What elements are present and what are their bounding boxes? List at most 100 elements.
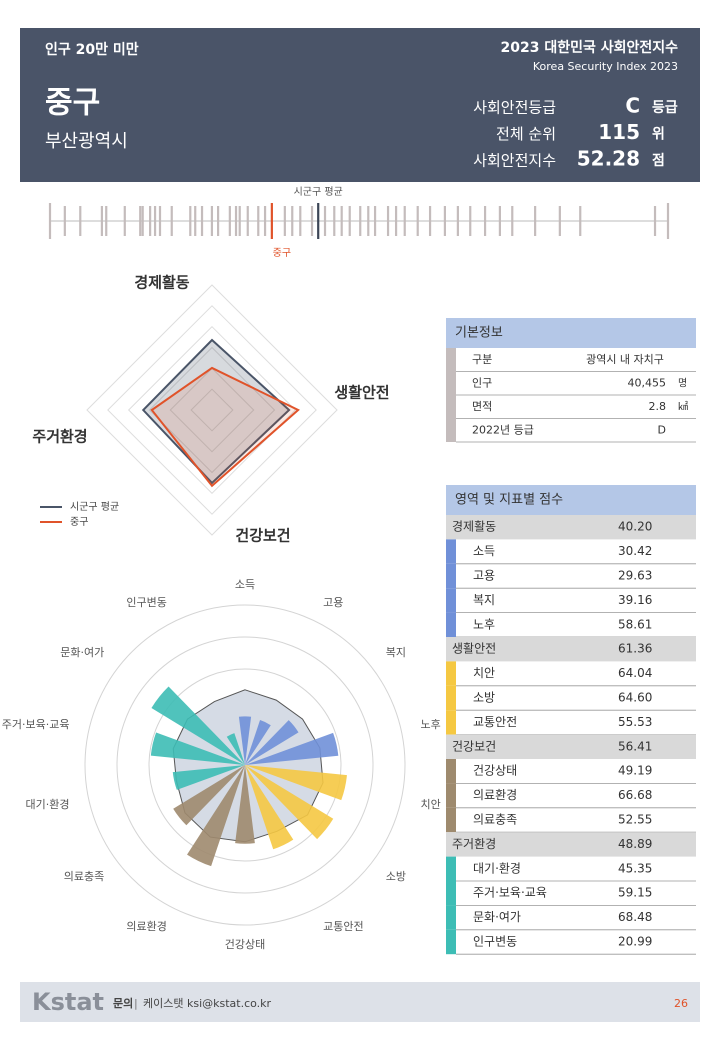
table-title: 기본정보 (455, 326, 503, 341)
city-name: 부산광역시 (45, 131, 128, 152)
footer-band (20, 982, 700, 1022)
stat-value: 52.28 (577, 147, 640, 171)
domain-name: 주거환경 (452, 837, 496, 851)
item-color-bar (446, 539, 456, 564)
polar-bar (245, 720, 299, 765)
legend-label: 중구 (70, 516, 88, 528)
stat-label: 사회안전등급 (473, 99, 556, 117)
info-unit: ㎢ (678, 401, 688, 413)
polar-bar (226, 733, 245, 765)
radar-ring (107, 305, 317, 515)
contact-label: 문의 (113, 996, 133, 1010)
info-cell: 2022년 등급 (472, 424, 534, 437)
radar-axis-label: 주거환경 (32, 428, 87, 446)
polar-bar (245, 765, 347, 801)
domain-score: 48.89 (618, 837, 652, 851)
info-cell: D (658, 424, 666, 437)
radar-ring (190, 388, 234, 432)
polar-bar (238, 716, 252, 765)
info-cell: 40,455 (628, 377, 667, 390)
page-number: 26 (674, 997, 688, 1010)
polar-ring (148, 668, 342, 862)
item-name: 인구변동 (473, 935, 517, 949)
item-name: 고용 (473, 569, 495, 583)
info-unit: 명 (678, 378, 687, 390)
region-name: 중구 (45, 86, 100, 121)
report-title: 2023 대한민국 사회안전지수 (500, 39, 678, 56)
stat-value: 115 (598, 120, 640, 144)
domain-score: 56.41 (618, 739, 652, 753)
legend-label: 시군구 평균 (70, 501, 119, 513)
item-score: 39.16 (618, 593, 652, 607)
item-name: 대기·환경 (473, 861, 521, 875)
strip-highlight-label: 중구 (273, 247, 291, 259)
radar-ring (169, 367, 255, 453)
polar-bar (187, 765, 245, 867)
polar-label: 소득 (235, 578, 255, 591)
item-color-bar (446, 783, 456, 808)
polar-label: 의료환경 (126, 920, 166, 933)
polar-label: 소방 (386, 870, 406, 883)
stat-unit: 위 (652, 127, 665, 143)
item-color-bar (446, 807, 456, 833)
item-name: 교통안전 (473, 715, 517, 729)
polar-label: 의료충족 (64, 870, 104, 883)
item-name: 의료환경 (473, 788, 517, 802)
item-name: 소방 (473, 691, 495, 705)
domain-name: 건강보건 (452, 739, 496, 753)
stat-label: 사회안전지수 (473, 152, 556, 170)
item-score: 55.53 (618, 715, 652, 729)
item-color-bar (446, 661, 456, 686)
item-name: 복지 (473, 593, 495, 607)
domain-name: 경제활동 (452, 520, 496, 534)
item-score: 30.42 (618, 544, 652, 558)
polar-bar (245, 765, 334, 840)
item-score: 52.55 (618, 813, 652, 827)
item-score: 64.60 (618, 691, 652, 705)
polar-bar (172, 765, 245, 790)
table-header-band (446, 318, 696, 348)
polar-label: 인구변동 (126, 596, 166, 609)
domain-score: 40.20 (618, 520, 652, 534)
polar-label: 문화·여가 (60, 646, 104, 659)
polar-bar (245, 765, 294, 850)
radar-axis-label: 건강보건 (235, 527, 290, 545)
polar-label: 고용 (323, 596, 343, 609)
radar-ring (86, 284, 338, 536)
item-color-bar (446, 612, 456, 637)
item-name: 치안 (473, 666, 495, 680)
item-score: 66.68 (618, 788, 652, 802)
radar-axis-label: 경제활동 (134, 274, 189, 292)
domain-row (446, 515, 696, 540)
item-color-bar (446, 905, 456, 930)
polar-bar (245, 732, 339, 765)
item-name: 주거·보육·교육 (473, 886, 547, 900)
item-color-bar (446, 759, 456, 784)
item-color-bar (446, 881, 456, 906)
polar-label: 건강상태 (225, 938, 265, 951)
item-score: 29.63 (618, 569, 652, 583)
polar-ring (84, 604, 406, 926)
info-cell: 면적 (472, 400, 492, 413)
item-score: 68.48 (618, 910, 652, 924)
stat-value: C (625, 94, 640, 118)
polar-label: 주거·보육·교육 (2, 718, 70, 731)
logo: Kstat (32, 988, 104, 1016)
table-header-band (446, 485, 696, 515)
item-score: 58.61 (618, 617, 652, 631)
item-name: 의료충족 (473, 813, 517, 827)
header-band (20, 28, 700, 182)
radar-axis-label: 생활안전 (334, 384, 389, 402)
radar-ring (127, 325, 297, 495)
info-cell: 광역시 내 자치구 (586, 353, 664, 366)
item-color-bar (446, 710, 456, 735)
radar-region (150, 366, 300, 488)
domain-name: 생활안전 (452, 642, 496, 656)
polar-ring (116, 636, 374, 894)
item-color-bar (446, 588, 456, 613)
item-color-bar (446, 856, 456, 881)
stat-unit: 점 (652, 152, 665, 169)
domain-row (446, 832, 696, 857)
